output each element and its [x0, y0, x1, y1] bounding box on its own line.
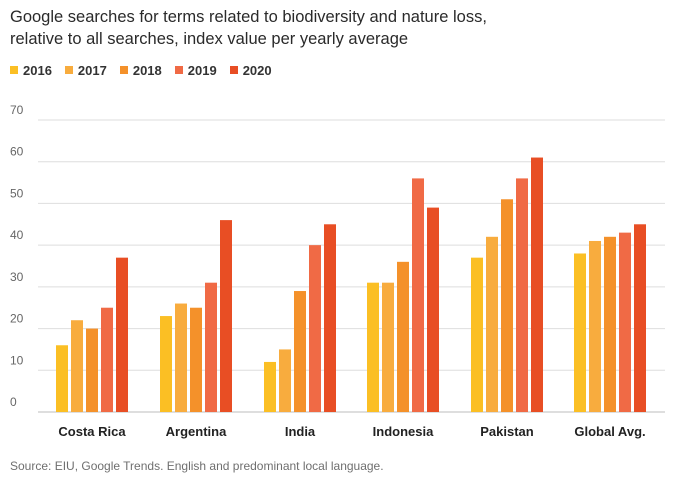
bar-2018	[86, 328, 98, 412]
bar-2017	[71, 320, 83, 412]
legend-item-2020: 2020	[229, 62, 272, 78]
bar-2019	[516, 178, 528, 412]
legend-item-2018: 2018	[119, 62, 162, 78]
bar-2017	[279, 349, 291, 412]
source-note: Source: EIU, Google Trends. English and …	[10, 459, 384, 473]
bar-2020	[324, 224, 336, 412]
legend-item-2019: 2019	[174, 62, 217, 78]
y-tick-label: 0	[10, 395, 17, 409]
bar-2019	[101, 307, 113, 412]
x-category-label: Pakistan	[480, 424, 534, 439]
chart-title-line-1: Google searches for terms related to bio…	[10, 8, 487, 26]
bar-2016	[264, 361, 276, 412]
bar-2016	[160, 316, 172, 412]
bar-2016	[56, 345, 68, 412]
y-tick-label: 70	[10, 103, 24, 117]
bar-2020	[531, 157, 543, 412]
bar-2020	[220, 220, 232, 412]
bar-2020	[634, 224, 646, 412]
bar-2018	[294, 291, 306, 412]
legend-label: 2017	[77, 62, 107, 78]
bar-2017	[175, 303, 187, 412]
bar-2019	[619, 232, 631, 412]
bar-2019	[205, 282, 217, 412]
bar-2016	[574, 253, 586, 412]
chart-legend: 2016 2017 2018 2019 2020	[10, 60, 285, 80]
bar-2017	[589, 240, 601, 412]
bar-2018	[190, 307, 202, 412]
legend-swatch	[64, 66, 73, 74]
legend-swatch	[174, 66, 183, 74]
y-tick-label: 20	[10, 312, 24, 326]
legend-label: 2020	[242, 62, 272, 78]
bar-2020	[116, 257, 128, 412]
legend-item-2016: 2016	[10, 63, 52, 78]
bar-2016	[367, 282, 379, 412]
bar-2019	[412, 178, 424, 412]
y-tick-label: 30	[10, 270, 24, 284]
bar-2018	[397, 261, 409, 412]
chart-title-line-2: relative to all searches, index value pe…	[10, 30, 409, 48]
legend-label: 2016	[23, 62, 52, 78]
chart-title: Google searches for terms related to bio…	[10, 6, 670, 50]
y-tick-label: 10	[10, 353, 24, 367]
x-category-label: India	[285, 424, 316, 439]
x-category-label: Indonesia	[373, 424, 434, 439]
legend-label: 2018	[132, 62, 162, 78]
legend-item-2017: 2017	[64, 62, 107, 78]
bar-2017	[382, 282, 394, 412]
bar-2020	[427, 207, 439, 412]
x-category-label: Global Avg.	[574, 424, 645, 439]
bar-2018	[604, 236, 616, 412]
legend-swatch	[119, 66, 128, 74]
bar-2019	[309, 245, 321, 412]
legend-swatch	[229, 66, 238, 74]
y-tick-label: 60	[10, 145, 24, 159]
legend-label: 2019	[187, 62, 217, 78]
legend-swatch	[10, 66, 18, 74]
y-tick-label: 50	[10, 186, 24, 200]
y-tick-label: 40	[10, 228, 24, 242]
x-category-label: Argentina	[166, 424, 227, 439]
bar-2016	[471, 257, 483, 412]
x-category-label: Costa Rica	[58, 424, 126, 439]
bar-2017	[486, 236, 498, 412]
bar-2018	[501, 199, 513, 412]
